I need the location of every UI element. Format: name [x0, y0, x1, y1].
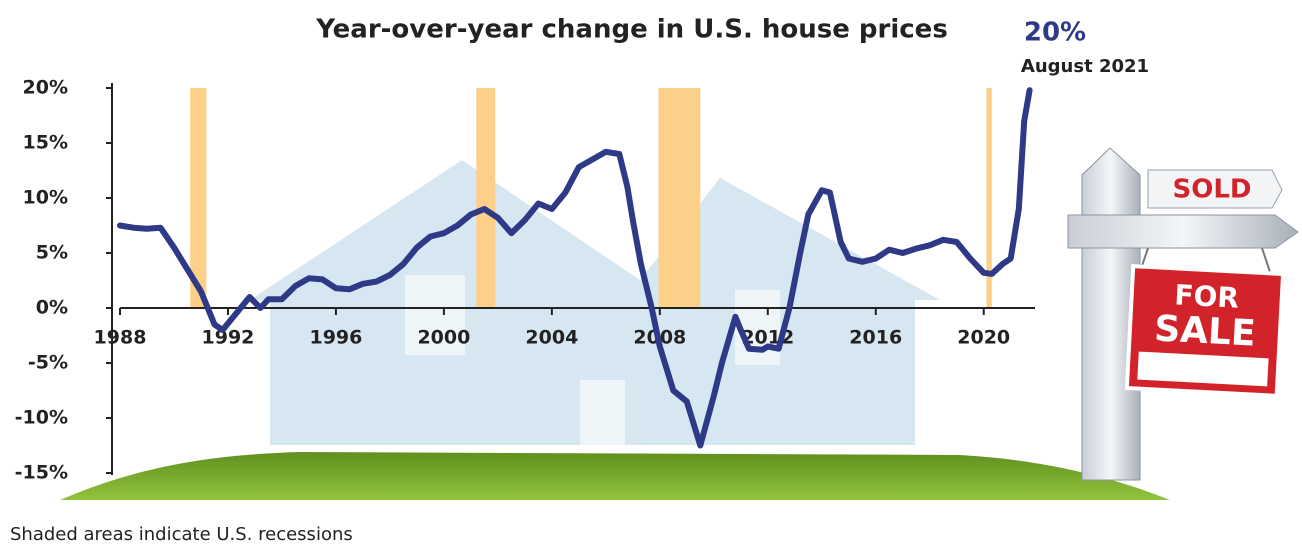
x-tick-label: 2020: [957, 327, 1010, 349]
annotation-date: August 2021: [1021, 56, 1149, 77]
sale-sign: SOLD FOR SALE: [1068, 148, 1298, 480]
footnote: Shaded areas indicate U.S. recessions: [10, 524, 353, 545]
x-tick-label: 2004: [525, 327, 578, 349]
x-tick-label: 2000: [417, 327, 470, 349]
y-tick-label: 15%: [23, 132, 68, 154]
house-illustration: [250, 160, 940, 445]
x-tick-label: 2016: [849, 327, 902, 349]
y-tick-label: -5%: [28, 352, 68, 374]
y-tick-label: 10%: [23, 187, 68, 209]
x-tick-label: 1992: [202, 327, 255, 349]
y-tick-label: 0%: [36, 297, 68, 319]
chart: SOLD FOR SALE Year-over-year change in U…: [0, 0, 1302, 546]
y-tick-label: 20%: [23, 77, 68, 99]
y-tick-label: 5%: [36, 242, 68, 264]
y-tick-label: -10%: [15, 407, 68, 429]
chart-title: Year-over-year change in U.S. house pric…: [315, 15, 948, 45]
sign-sold: SOLD: [1173, 175, 1252, 205]
sign-line: SALE: [1153, 308, 1256, 354]
y-tick-label: -15%: [15, 462, 68, 484]
x-tick-label: 1988: [94, 327, 147, 349]
recession-band: [658, 88, 700, 308]
x-tick-label: 1996: [309, 327, 362, 349]
recession-band: [476, 88, 495, 308]
grass-hill: [60, 452, 1170, 500]
annotation-value: 20%: [1024, 18, 1086, 48]
